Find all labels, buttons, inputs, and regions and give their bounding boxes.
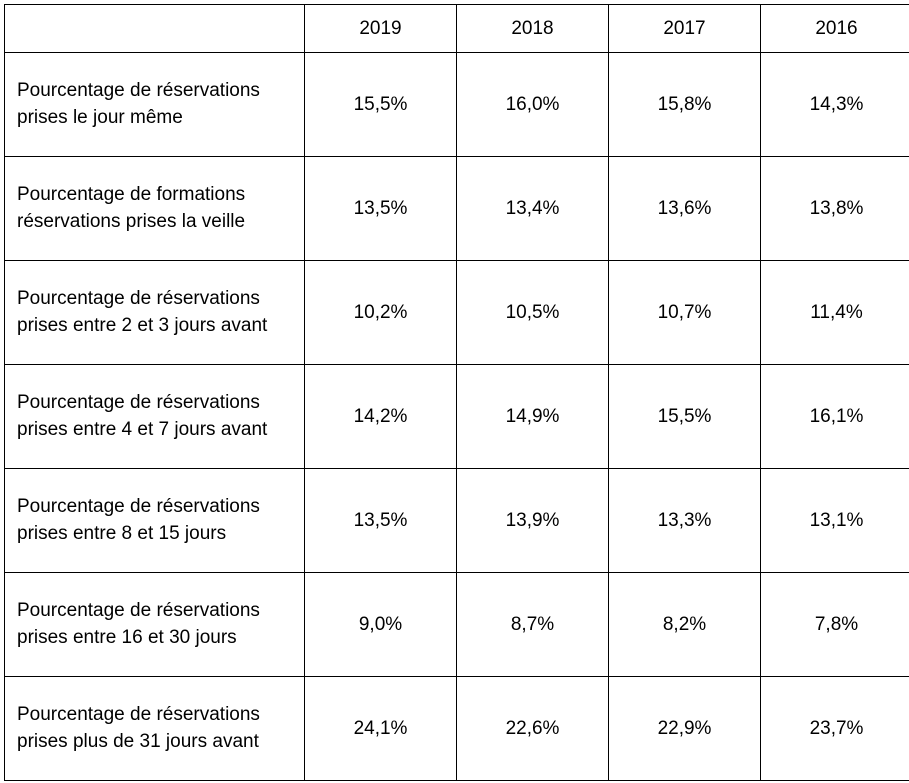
row-value: 16,1% [761,365,909,469]
row-value: 13,9% [457,469,609,573]
row-value: 10,7% [609,261,761,365]
row-value: 15,5% [609,365,761,469]
table-header-row: 2019 2018 2017 2016 [5,5,909,53]
row-value: 13,8% [761,157,909,261]
table-row: Pourcentage de réservations prises entre… [5,261,909,365]
row-label: Pourcentage de formations réservations p… [5,157,305,261]
row-value: 22,9% [609,677,761,781]
table-row: Pourcentage de réservations prises plus … [5,677,909,781]
table-row: Pourcentage de réservations prises le jo… [5,53,909,157]
header-year-2018: 2018 [457,5,609,53]
row-label: Pourcentage de réservations prises entre… [5,573,305,677]
row-value: 24,1% [305,677,457,781]
row-value: 10,2% [305,261,457,365]
row-label: Pourcentage de réservations prises entre… [5,365,305,469]
row-label: Pourcentage de réservations prises entre… [5,261,305,365]
header-blank [5,5,305,53]
table-row: Pourcentage de formations réservations p… [5,157,909,261]
table-row: Pourcentage de réservations prises entre… [5,573,909,677]
row-value: 14,9% [457,365,609,469]
table-row: Pourcentage de réservations prises entre… [5,365,909,469]
row-value: 14,2% [305,365,457,469]
row-value: 22,6% [457,677,609,781]
header-year-2019: 2019 [305,5,457,53]
row-value: 13,5% [305,469,457,573]
row-value: 23,7% [761,677,909,781]
row-label: Pourcentage de réservations prises plus … [5,677,305,781]
row-value: 14,3% [761,53,909,157]
row-value: 13,5% [305,157,457,261]
row-value: 15,5% [305,53,457,157]
header-year-2016: 2016 [761,5,909,53]
row-value: 9,0% [305,573,457,677]
row-value: 10,5% [457,261,609,365]
row-value: 7,8% [761,573,909,677]
row-value: 13,1% [761,469,909,573]
row-label: Pourcentage de réservations prises le jo… [5,53,305,157]
table-row: Pourcentage de réservations prises entre… [5,469,909,573]
row-value: 15,8% [609,53,761,157]
row-value: 13,6% [609,157,761,261]
row-value: 8,7% [457,573,609,677]
row-label: Pourcentage de réservations prises entre… [5,469,305,573]
row-value: 16,0% [457,53,609,157]
row-value: 8,2% [609,573,761,677]
row-value: 11,4% [761,261,909,365]
header-year-2017: 2017 [609,5,761,53]
row-value: 13,3% [609,469,761,573]
reservations-table: 2019 2018 2017 2016 Pourcentage de réser… [4,4,909,781]
row-value: 13,4% [457,157,609,261]
